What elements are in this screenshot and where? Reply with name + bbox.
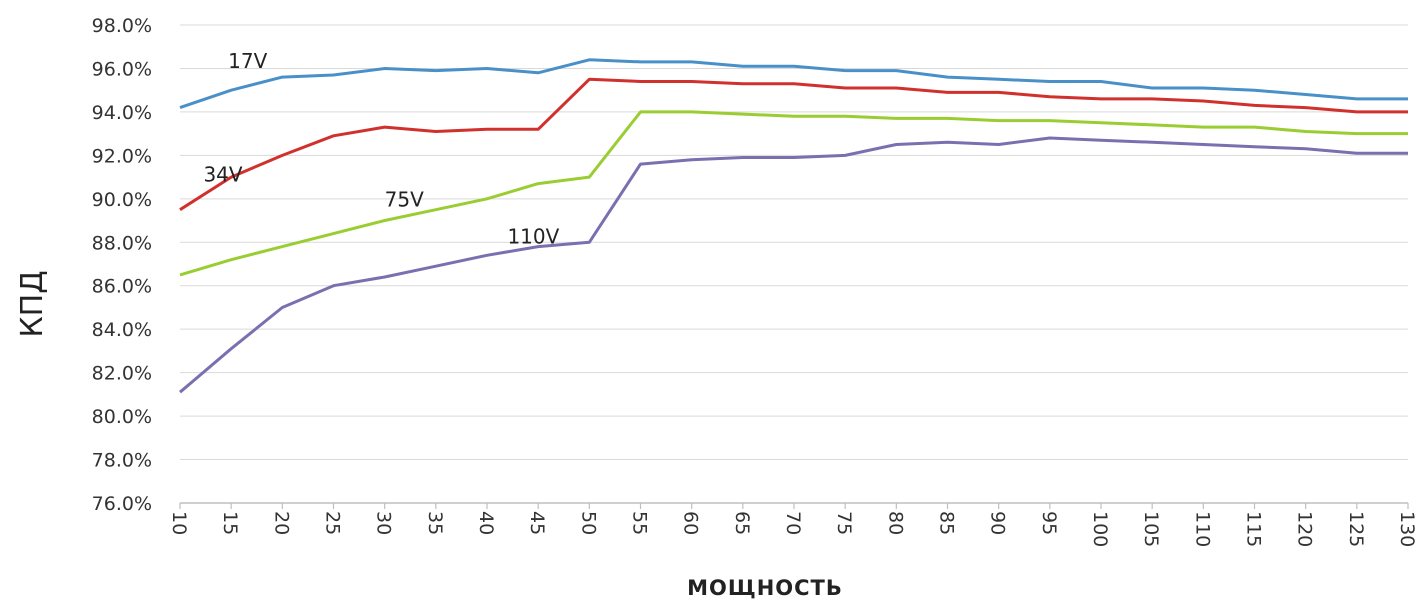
x-tick-label: 90 [987, 511, 1009, 535]
grid-lines [180, 24, 1408, 504]
x-tick-label: 25 [322, 511, 344, 535]
x-tick-label: 130 [1396, 511, 1418, 547]
x-tick-label: 125 [1345, 511, 1367, 547]
x-tick-label: 60 [680, 511, 702, 535]
y-tick-label: 88.0% [92, 232, 152, 254]
x-tick-label: 45 [526, 511, 548, 535]
x-tick-label: 115 [1243, 511, 1265, 547]
series-line-17v [179, 58, 1408, 110]
x-tick-label: 50 [577, 511, 599, 535]
series-line-75v [179, 110, 1408, 277]
x-tick-label: 30 [373, 511, 395, 535]
x-tick-label: 40 [475, 511, 497, 535]
x-tick-label: 70 [782, 511, 804, 535]
x-tick-label: 20 [270, 511, 292, 535]
x-axis-ticks: 10 15 20 25 30 35 40 45 50 55 60 65 70 75 80 85 90 95 100 1… [168, 503, 1418, 547]
y-tick-label: 76.0% [92, 493, 152, 515]
y-tick-label: 96.0% [92, 58, 152, 80]
series-lines [179, 58, 1408, 394]
y-tick-label: 86.0% [92, 276, 152, 298]
x-tick-label: 105 [1140, 511, 1162, 547]
x-tick-label: 75 [833, 511, 855, 535]
y-tick-label: 90.0% [92, 189, 152, 211]
series-label-75v: 75V [385, 188, 424, 212]
x-tick-label: 100 [1089, 511, 1111, 547]
series-label-34v: 34V [203, 163, 242, 187]
x-tick-label: 55 [629, 511, 651, 535]
y-tick-label: 78.0% [92, 450, 152, 472]
series-labels: 17V 34V 75V 110V [203, 49, 559, 248]
x-tick-label: 85 [936, 511, 958, 535]
series-line-110v [179, 136, 1408, 394]
y-tick-label: 84.0% [92, 319, 152, 341]
x-tick-label: 80 [884, 511, 906, 535]
x-tick-label: 95 [1038, 511, 1060, 535]
x-tick-label: 35 [424, 511, 446, 535]
y-tick-label: 92.0% [92, 145, 152, 167]
x-tick-label: 110 [1191, 511, 1213, 547]
y-axis-title: КПД [15, 270, 50, 337]
series-label-17v: 17V [228, 49, 267, 73]
y-axis-ticks: 98.0% 96.0% 94.0% 92.0% 90.0% 88.0% 86.0% 84.0%… [92, 15, 152, 515]
series-line-34v [179, 77, 1408, 211]
x-tick-label: 120 [1294, 511, 1316, 547]
y-tick-label: 98.0% [92, 15, 152, 37]
x-tick-label: 10 [168, 511, 190, 535]
y-tick-label: 94.0% [92, 102, 152, 124]
x-tick-label: 15 [219, 511, 241, 535]
y-tick-label: 82.0% [92, 363, 152, 385]
series-label-110v: 110V [507, 224, 559, 248]
x-tick-label: 65 [731, 511, 753, 535]
y-tick-label: 80.0% [92, 406, 152, 428]
x-axis-title: МОЩНОСТЬ [687, 576, 843, 600]
